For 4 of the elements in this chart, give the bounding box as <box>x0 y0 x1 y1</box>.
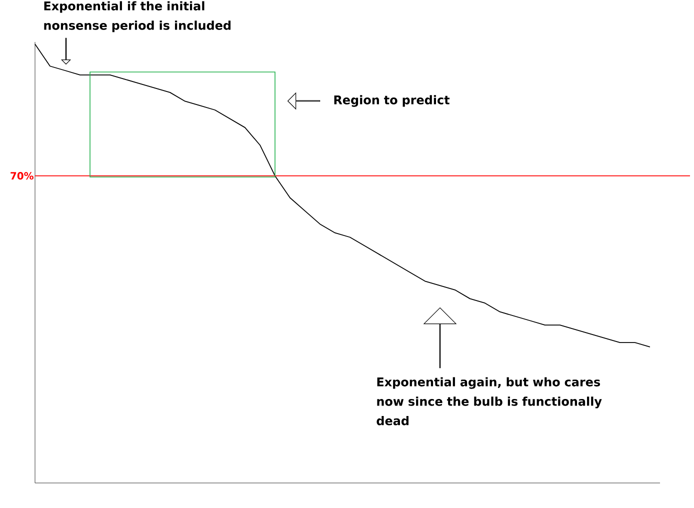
annotation: Region to predict <box>334 95 450 107</box>
ref-line-label: 70% <box>10 172 34 180</box>
annotation: Exponential again, but who cares now since the bulb is functionally dead <box>376 377 602 426</box>
text: Exponential if the initial nonsense period is included <box>44 1 231 32</box>
